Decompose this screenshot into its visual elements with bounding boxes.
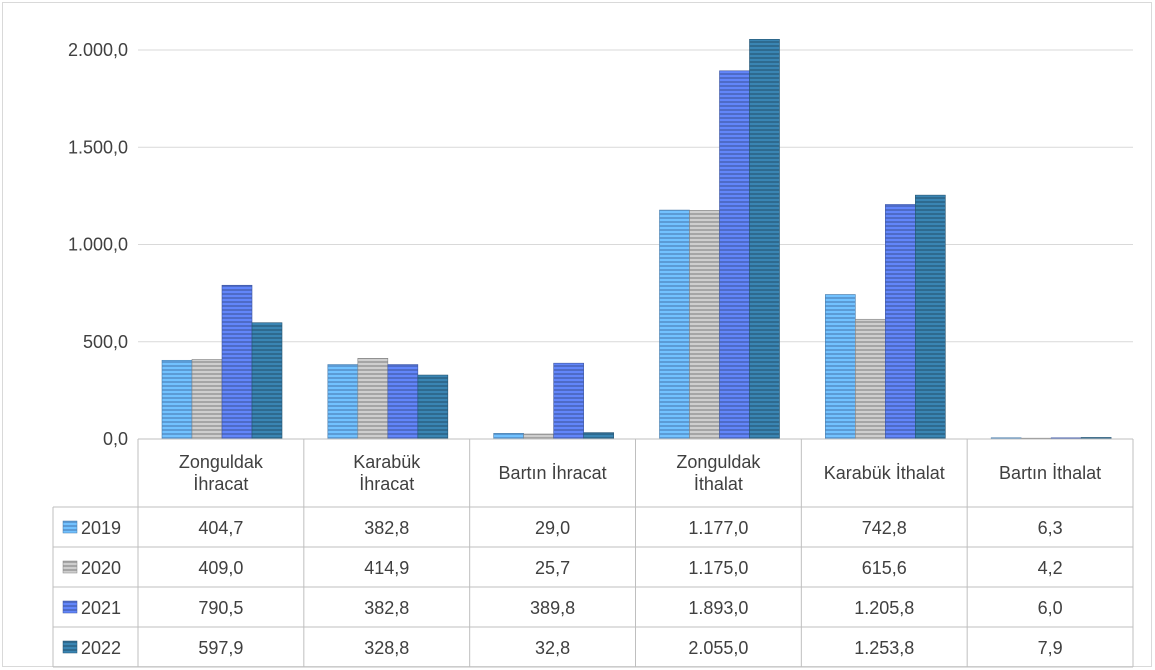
bar-2021	[221, 284, 253, 440]
bar-2019	[327, 364, 359, 440]
data-table-cell: 6,0	[1038, 598, 1063, 618]
y-tick-label: 1.500,0	[68, 137, 128, 157]
series-name: 2020	[81, 558, 121, 578]
bar-2020	[191, 359, 223, 440]
data-table-cell: 790,5	[198, 598, 243, 618]
series-name: 2021	[81, 598, 121, 618]
bar-2021	[387, 364, 419, 440]
legend-key	[62, 560, 78, 574]
category-label: İhracat	[359, 474, 414, 494]
bar-2020	[689, 210, 720, 440]
y-axis-tick-labels: 0,0 500,0 1.000,0 1.500,0 2.000,0	[68, 40, 128, 449]
bar-2020	[855, 318, 886, 440]
category-label: Zonguldak	[676, 452, 761, 472]
legend-key	[62, 520, 78, 534]
bar-2022	[417, 374, 449, 440]
category-label: Bartın İthalat	[999, 463, 1101, 483]
data-table-cell: 1.177,0	[688, 518, 748, 538]
bar-2021	[553, 362, 584, 440]
bar-2021	[719, 70, 750, 440]
data-table-cell: 2.055,0	[688, 638, 748, 658]
category-label: Karabük İthalat	[824, 463, 945, 483]
bars	[161, 39, 1112, 440]
category-label: İhracat	[193, 474, 248, 494]
category-label: Zonguldak	[179, 452, 264, 472]
data-table-cell: 382,8	[364, 518, 409, 538]
data-table-cell: 4,2	[1038, 558, 1063, 578]
data-table-cell: 414,9	[364, 558, 409, 578]
bar-2019	[659, 209, 690, 440]
bar-2022	[915, 194, 946, 440]
data-table-cell: 742,8	[862, 518, 907, 538]
y-tick-label: 0,0	[103, 429, 128, 449]
series-name: 2019	[81, 518, 121, 538]
data-table-cell: 32,8	[535, 638, 570, 658]
bar-2022	[583, 432, 614, 440]
data-table-cell: 1.253,8	[854, 638, 914, 658]
data-table-cell: 328,8	[364, 638, 409, 658]
data-table-cell: 1.205,8	[854, 598, 914, 618]
y-tick-label: 2.000,0	[68, 40, 128, 60]
data-table-cell: 597,9	[198, 638, 243, 658]
series-name: 2022	[81, 638, 121, 658]
bar-2019	[493, 433, 524, 440]
data-table-cell: 6,3	[1038, 518, 1063, 538]
data-table-cell: 7,9	[1038, 638, 1063, 658]
legend-key	[62, 600, 78, 614]
bar-2022	[251, 322, 283, 440]
bar-2019	[161, 359, 193, 440]
data-table-cell: 382,8	[364, 598, 409, 618]
data-table-cell: 29,0	[535, 518, 570, 538]
data-table-cell: 404,7	[198, 518, 243, 538]
category-label: Bartın İhracat	[499, 463, 607, 483]
category-label: Karabük	[353, 452, 421, 472]
data-table-cell: 1.893,0	[688, 598, 748, 618]
data-table-cell: 1.175,0	[688, 558, 748, 578]
data-table-cell: 615,6	[862, 558, 907, 578]
bar-2021	[885, 204, 916, 440]
data-table-cell: 409,0	[198, 558, 243, 578]
data-table-cell: 389,8	[530, 598, 575, 618]
bar-2020	[357, 358, 389, 440]
gridlines	[138, 49, 1133, 343]
data-table-cell: 25,7	[535, 558, 570, 578]
bar-2022	[749, 39, 780, 440]
category-label: İthalat	[694, 474, 743, 494]
legend-key	[62, 640, 78, 654]
bar-2019	[825, 294, 856, 440]
y-tick-label: 1.000,0	[68, 235, 128, 255]
bar-2020	[523, 433, 554, 440]
y-tick-label: 500,0	[83, 332, 128, 352]
